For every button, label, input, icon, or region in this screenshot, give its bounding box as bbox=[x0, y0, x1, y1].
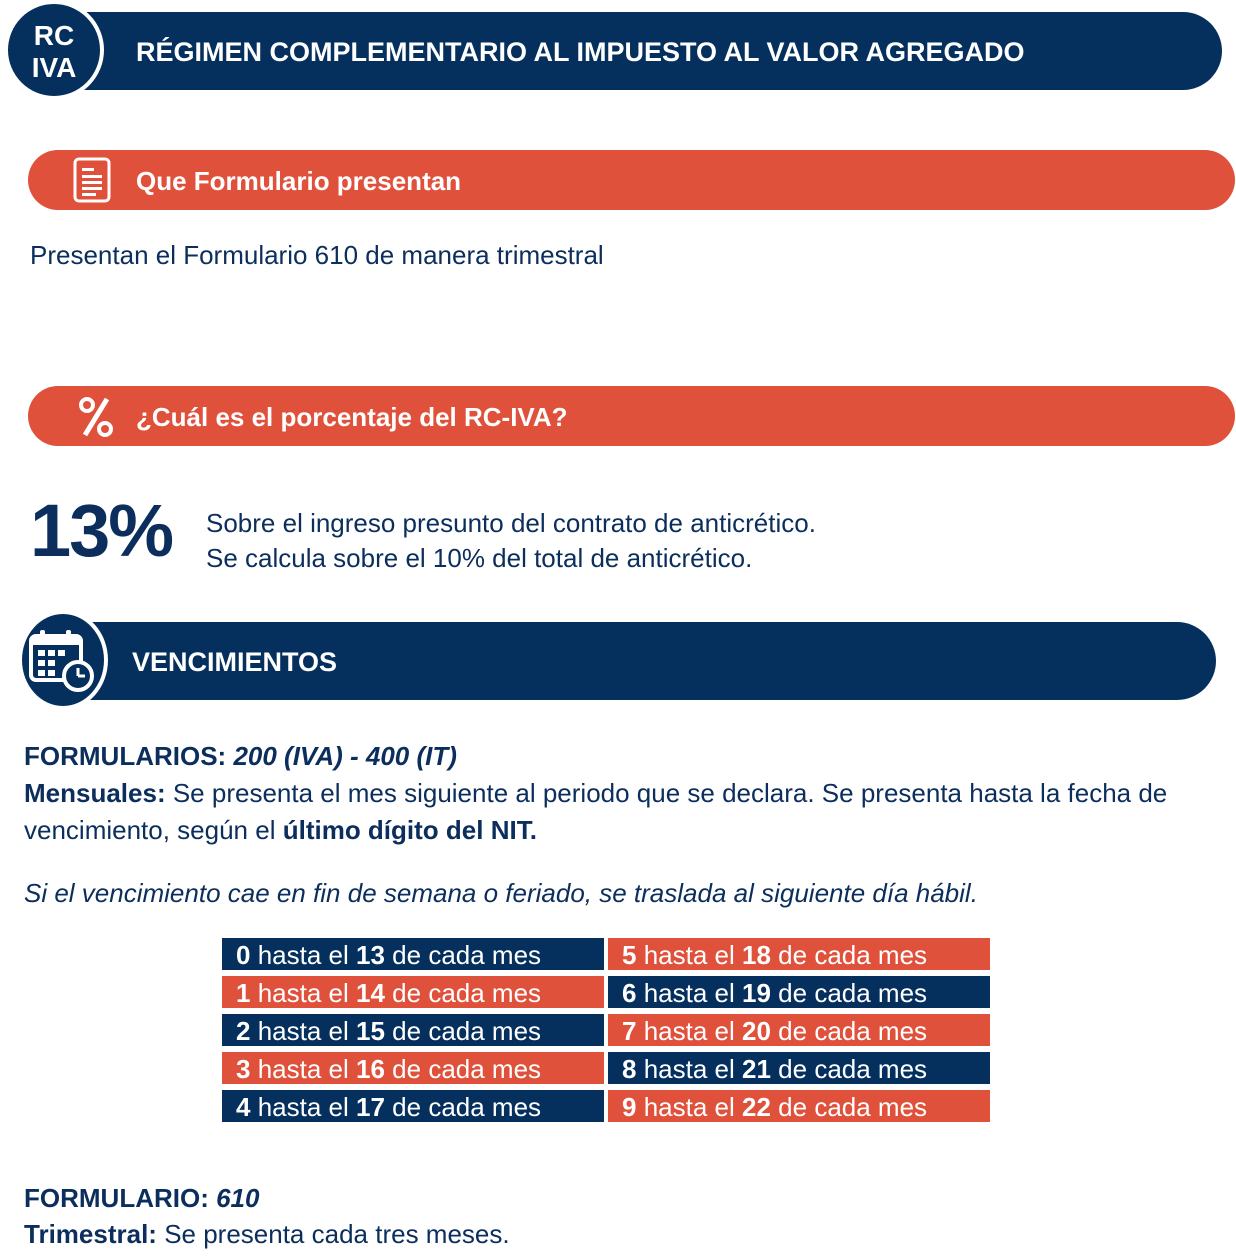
schedule-day: 15 bbox=[356, 1016, 385, 1046]
schedule-hasta: hasta el bbox=[643, 1016, 735, 1046]
schedule-hasta: hasta el bbox=[643, 978, 735, 1008]
formulario-610-block: FORMULARIO: 610 Trimestral: Se presenta … bbox=[24, 1180, 510, 1252]
schedule-day: 20 bbox=[742, 1016, 771, 1046]
schedule-suffix: de cada mes bbox=[392, 1092, 542, 1122]
schedule-day: 19 bbox=[742, 978, 771, 1008]
badge-line-1: RC bbox=[33, 20, 75, 51]
schedule-day: 13 bbox=[356, 940, 385, 970]
schedule-hasta: hasta el bbox=[257, 940, 349, 970]
schedule-hasta: hasta el bbox=[643, 1092, 735, 1122]
schedule-digit: 3 bbox=[236, 1054, 251, 1084]
schedule-cell: 7 hasta el 20 de cada mes bbox=[608, 1014, 990, 1046]
schedule-digit: 9 bbox=[622, 1092, 637, 1122]
vencimientos-title: VENCIMIENTOS bbox=[132, 647, 338, 677]
page-title: RÉGIMEN COMPLEMENTARIO AL IMPUESTO AL VA… bbox=[136, 37, 1025, 67]
trimestral-text: Se presenta cada tres meses. bbox=[164, 1219, 510, 1249]
mensuales-text: Se presenta el mes siguiente al periodo … bbox=[24, 778, 1168, 845]
schedule-cell: 0 hasta el 13 de cada mes bbox=[222, 938, 604, 970]
schedule-digit: 6 bbox=[622, 978, 637, 1008]
percentage-description: Sobre el ingreso presunto del contrato d… bbox=[206, 506, 816, 576]
schedule-hasta: hasta el bbox=[643, 1054, 735, 1084]
schedule-digit: 0 bbox=[236, 940, 251, 970]
schedule-cell: 9 hasta el 22 de cada mes bbox=[608, 1090, 990, 1122]
schedule-day: 16 bbox=[356, 1054, 385, 1084]
formularios-label: FORMULARIOS: bbox=[24, 741, 227, 771]
badge-line-2: IVA bbox=[31, 52, 77, 83]
formulario-value: 610 bbox=[216, 1183, 260, 1213]
schedule-hasta: hasta el bbox=[643, 940, 735, 970]
schedule-hasta: hasta el bbox=[257, 1054, 349, 1084]
due-date-table: 0 hasta el 13 de cada mes 5 hasta el 18 d… bbox=[222, 938, 990, 1122]
schedule-suffix: de cada mes bbox=[778, 1092, 928, 1122]
schedule-digit: 7 bbox=[622, 1016, 637, 1046]
schedule-hasta: hasta el bbox=[257, 1092, 349, 1122]
pct-desc-line-1: Sobre el ingreso presunto del contrato d… bbox=[206, 508, 816, 538]
schedule-cell: 4 hasta el 17 de cada mes bbox=[222, 1090, 604, 1122]
schedule-suffix: de cada mes bbox=[392, 1054, 542, 1084]
percent-icon bbox=[79, 397, 113, 437]
section-form-header: Que Formulario presentan bbox=[28, 150, 1235, 210]
schedule-cell: 8 hasta el 21 de cada mes bbox=[608, 1052, 990, 1084]
schedule-day: 18 bbox=[742, 940, 771, 970]
schedule-suffix: de cada mes bbox=[778, 978, 928, 1008]
schedule-suffix: de cada mes bbox=[778, 1054, 928, 1084]
calendar-clock-icon bbox=[29, 630, 94, 692]
schedule-hasta: hasta el bbox=[257, 1016, 349, 1046]
schedule-hasta: hasta el bbox=[257, 978, 349, 1008]
percentage-value: 13% bbox=[30, 489, 174, 572]
formularios-block: FORMULARIOS: 200 (IVA) - 400 (IT) Mensua… bbox=[24, 738, 1234, 849]
schedule-suffix: de cada mes bbox=[392, 940, 542, 970]
formularios-value: 200 (IVA) - 400 (IT) bbox=[233, 741, 457, 771]
weekend-note: Si el vencimiento cae en fin de semana o… bbox=[24, 878, 978, 908]
schedule-suffix: de cada mes bbox=[778, 1016, 928, 1046]
schedule-digit: 2 bbox=[236, 1016, 251, 1046]
main-banner bbox=[30, 12, 1222, 90]
rc-iva-badge: RC IVA bbox=[4, 0, 104, 100]
schedule-day: 14 bbox=[356, 978, 385, 1008]
schedule-cell: 3 hasta el 16 de cada mes bbox=[222, 1052, 604, 1084]
schedule-digit: 8 bbox=[622, 1054, 637, 1084]
schedule-cell: 1 hasta el 14 de cada mes bbox=[222, 976, 604, 1008]
formulario-label: FORMULARIO: bbox=[24, 1183, 209, 1213]
schedule-cell: 2 hasta el 15 de cada mes bbox=[222, 1014, 604, 1046]
schedule-day: 17 bbox=[356, 1092, 385, 1122]
schedule-digit: 4 bbox=[236, 1092, 251, 1122]
calendar-badge bbox=[18, 610, 108, 710]
pct-desc-line-2: Se calcula sobre el 10% del total de ant… bbox=[206, 543, 753, 573]
section-form-text: Presentan el Formulario 610 de manera tr… bbox=[30, 240, 604, 270]
trimestral-label: Trimestral: bbox=[24, 1219, 157, 1249]
schedule-digit: 5 bbox=[622, 940, 637, 970]
schedule-cell: 6 hasta el 19 de cada mes bbox=[608, 976, 990, 1008]
schedule-suffix: de cada mes bbox=[778, 940, 928, 970]
schedule-digit: 1 bbox=[236, 978, 251, 1008]
schedule-cell: 5 hasta el 18 de cada mes bbox=[608, 938, 990, 970]
schedule-day: 21 bbox=[742, 1054, 771, 1084]
vencimientos-banner bbox=[30, 622, 1216, 700]
mensuales-label: Mensuales: bbox=[24, 778, 166, 808]
section-form-title: Que Formulario presentan bbox=[136, 166, 462, 196]
mensuales-bold: último dígito del NIT. bbox=[282, 815, 537, 845]
section-pct-header: ¿Cuál es el porcentaje del RC-IVA? bbox=[28, 386, 1235, 446]
section-pct-title: ¿Cuál es el porcentaje del RC-IVA? bbox=[136, 402, 568, 432]
schedule-day: 22 bbox=[742, 1092, 771, 1122]
document-icon bbox=[73, 157, 111, 203]
schedule-suffix: de cada mes bbox=[392, 1016, 542, 1046]
schedule-suffix: de cada mes bbox=[392, 978, 542, 1008]
